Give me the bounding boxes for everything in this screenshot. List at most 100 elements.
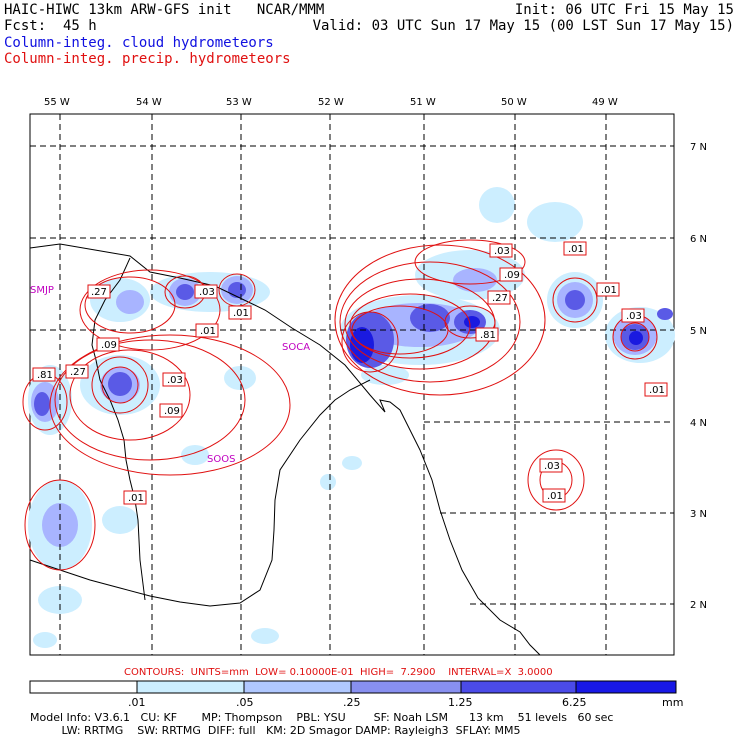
colorbar-bin <box>29 680 138 694</box>
svg-text:.81: .81 <box>37 370 53 381</box>
cloud-patch <box>251 628 279 644</box>
cloud-core <box>565 290 585 310</box>
svg-text:.03: .03 <box>167 375 183 386</box>
cloud-field-label: Column-integ. cloud hydrometeors <box>4 35 274 51</box>
cloud-patch <box>181 445 209 465</box>
valid-time: Valid: 03 UTC Sun 17 May 15 (00 LST Sun … <box>312 18 734 34</box>
init-time: Init: 06 UTC Fri 15 May 15 <box>514 2 734 18</box>
lat-label: 3 N <box>690 509 707 520</box>
contour-label: .01 <box>195 323 219 338</box>
lon-label: 54 W <box>136 97 162 108</box>
svg-text:.27: .27 <box>492 293 508 304</box>
latitude-labels: 7 N 6 N 5 N 4 N 3 N 2 N <box>690 142 707 611</box>
cloud-core <box>228 282 246 298</box>
station-soos: SOOS <box>207 454 235 465</box>
svg-text:.01: .01 <box>649 385 665 396</box>
colorbar-tick: 6.25 <box>562 696 587 709</box>
cloud-patch <box>102 506 138 534</box>
cloud-patch <box>224 366 256 390</box>
lon-label: 53 W <box>226 97 252 108</box>
contour-label: .01 <box>596 282 620 297</box>
colorbar-bin <box>350 680 462 694</box>
contour-label: .03 <box>162 372 186 387</box>
contour-labels: .27 .01 .03 .01 .09 .81 .27 .03 .09 .01 … <box>32 241 668 505</box>
model-info-line2: LW: RRTMG SW: RRTMG DIFF: full KM: 2D Sm… <box>30 724 521 737</box>
cloud-patch <box>116 290 144 314</box>
svg-text:.03: .03 <box>626 311 642 322</box>
cloud-core <box>410 304 450 332</box>
cloud-peak <box>464 316 480 328</box>
colorbar-tick: 1.25 <box>448 696 473 709</box>
contour-label: .81 <box>475 327 499 342</box>
svg-text:.81: .81 <box>480 330 496 341</box>
lat-label: 5 N <box>690 326 707 337</box>
contour-units: CONTOURS: UNITS=mm <box>124 667 249 678</box>
cloud-core <box>108 372 132 396</box>
svg-text:.03: .03 <box>199 287 215 298</box>
svg-text:.09: .09 <box>504 270 520 281</box>
lon-label: 55 W <box>44 97 70 108</box>
cloud-patch <box>342 456 362 470</box>
contour-label: .01 <box>644 382 668 397</box>
colorbar-bin <box>460 680 577 694</box>
cloud-patch <box>33 632 57 648</box>
cloud-patch <box>527 202 583 242</box>
cloud-patch <box>479 187 515 223</box>
svg-text:.01: .01 <box>568 244 584 255</box>
precip-field-label: Column-integ. precip. hydrometeors <box>4 51 291 67</box>
contour-label: .27 <box>65 364 89 379</box>
contour-info: CONTOURS: UNITS=mm LOW= 0.10000E-01 HIGH… <box>124 667 553 678</box>
colorbar-tick: .01 <box>128 696 146 709</box>
lon-label: 49 W <box>592 97 618 108</box>
svg-text:.09: .09 <box>101 340 117 351</box>
svg-text:.27: .27 <box>70 367 86 378</box>
lat-label: 6 N <box>690 234 707 245</box>
contour-high: HIGH= 7.2900 <box>360 667 436 678</box>
model-info-line1: Model Info: V3.6.1 CU: KF MP: Thompson P… <box>30 711 614 724</box>
lon-label: 50 W <box>501 97 527 108</box>
contour-interval: INTERVAL=X 3.0000 <box>448 667 553 678</box>
plot-title: HAIC-HIWC 13km ARW-GFS init NCAR/MMM <box>4 2 325 18</box>
contour-label: .01 <box>123 490 147 505</box>
contour-label: .09 <box>159 403 183 418</box>
colorbar-tick: .05 <box>236 696 254 709</box>
cloud-patch <box>320 474 336 490</box>
lat-label: 4 N <box>690 418 707 429</box>
cloud-patch <box>453 268 497 292</box>
colorbar-bin <box>243 680 352 694</box>
svg-text:.01: .01 <box>601 285 617 296</box>
colorbar-tick: .25 <box>343 696 361 709</box>
contour-label: .81 <box>32 367 56 382</box>
cloud-peak <box>629 331 643 345</box>
lon-label: 51 W <box>410 97 436 108</box>
coastline <box>29 243 541 656</box>
cloud-core <box>176 284 194 300</box>
svg-text:.01: .01 <box>200 326 216 337</box>
svg-text:.01: .01 <box>547 491 563 502</box>
contour-label: .27 <box>87 284 111 299</box>
colorbar <box>29 680 677 694</box>
cloud-patch <box>361 365 409 385</box>
colorbar-bin <box>136 680 245 694</box>
contour-low: LOW= 0.10000E-01 <box>255 667 354 678</box>
station-smjp: SMJP <box>30 285 54 296</box>
contour-label: .03 <box>194 284 218 299</box>
svg-text:.03: .03 <box>494 246 510 257</box>
contour-label: .01 <box>228 305 252 320</box>
contour-label: .01 <box>542 488 566 503</box>
contour-label: .03 <box>621 308 645 323</box>
lat-label: 7 N <box>690 142 707 153</box>
contour-label: .09 <box>96 337 120 352</box>
contour-label: .27 <box>487 290 511 305</box>
contour-label: .03 <box>489 243 513 258</box>
svg-text:.01: .01 <box>128 493 144 504</box>
colorbar-unit: mm <box>662 696 684 709</box>
contour-label: .03 <box>539 458 563 473</box>
cloud-core <box>34 392 50 416</box>
cloud-core <box>657 308 673 320</box>
svg-text:.01: .01 <box>233 308 249 319</box>
svg-text:.03: .03 <box>544 461 560 472</box>
station-soca: SOCA <box>282 342 310 353</box>
contour-label: .09 <box>499 267 523 282</box>
